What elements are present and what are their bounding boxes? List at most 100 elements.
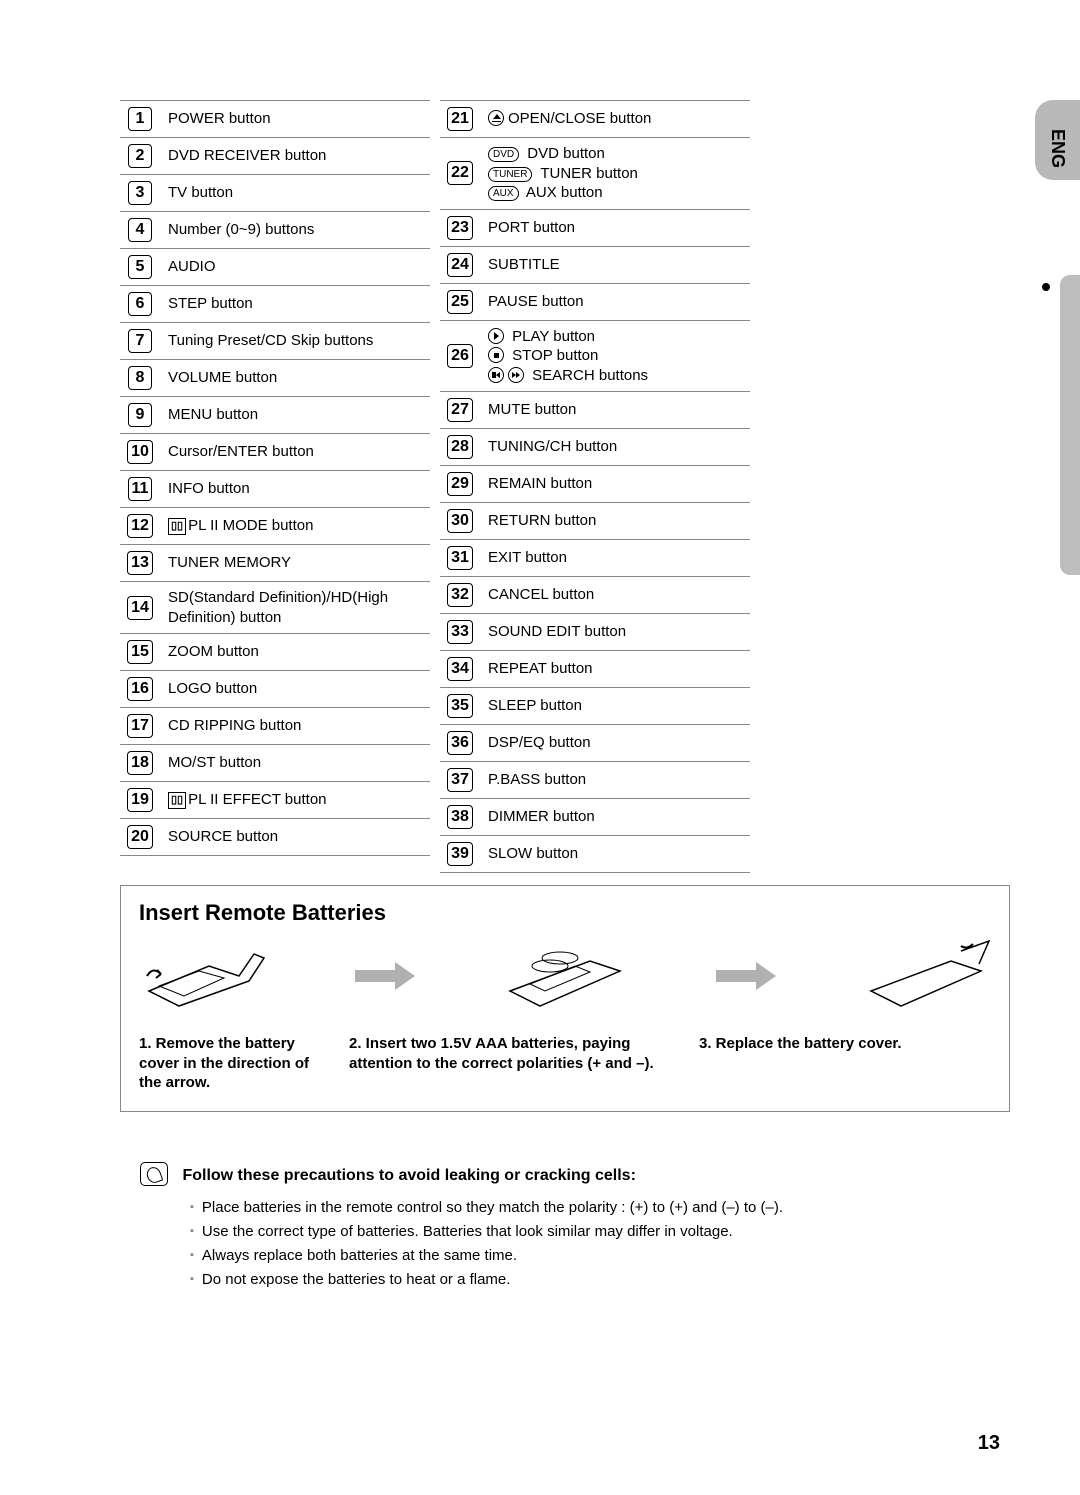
table-row: 26 PLAY button STOP button SEARCH button…: [440, 320, 750, 392]
row-desc: DSP/EQ button: [480, 725, 750, 762]
table-row: 5AUDIO: [120, 249, 430, 286]
precautions-section: Follow these precautions to avoid leakin…: [120, 1162, 1010, 1292]
bat-step-3: 3. Replace the battery cover.: [699, 1034, 991, 1093]
row-number: 32: [440, 577, 480, 614]
row-number: 7: [120, 323, 160, 360]
row-desc: CD RIPPING button: [160, 708, 430, 745]
row-number: 28: [440, 429, 480, 466]
row-number: 23: [440, 209, 480, 246]
remote-open-icon: [139, 936, 269, 1016]
row-desc: PLAY button STOP button SEARCH buttons: [480, 320, 750, 392]
table-row: 17CD RIPPING button: [120, 708, 430, 745]
row-desc: CANCEL button: [480, 577, 750, 614]
table-row: 18MO/ST button: [120, 745, 430, 782]
table-row: 1POWER button: [120, 101, 430, 138]
table-row: 8VOLUME button: [120, 360, 430, 397]
table-row: 31EXIT button: [440, 540, 750, 577]
row-number: 26: [440, 320, 480, 392]
row-number: 31: [440, 540, 480, 577]
table-row: 15ZOOM button: [120, 634, 430, 671]
row-number: 22: [440, 138, 480, 210]
row-desc: TUNER MEMORY: [160, 545, 430, 582]
row-desc: Number (0~9) buttons: [160, 212, 430, 249]
row-desc: DVD DVD buttonTUNER TUNER buttonAUX AUX …: [480, 138, 750, 210]
row-number: 35: [440, 688, 480, 725]
row-desc: LOGO button: [160, 671, 430, 708]
table-row: 28TUNING/CH button: [440, 429, 750, 466]
right-table: 21OPEN/CLOSE button22DVD DVD buttonTUNER…: [440, 100, 750, 873]
button-reference-columns: 1POWER button2DVD RECEIVER button3TV but…: [120, 100, 1010, 873]
language-tab: ENG: [1035, 100, 1080, 180]
row-desc: SD(Standard Definition)/HD(High Definiti…: [160, 582, 430, 634]
row-desc: DIMMER button: [480, 799, 750, 836]
arrow-icon: [350, 956, 420, 996]
table-row: 24SUBTITLE: [440, 246, 750, 283]
table-row: 33SOUND EDIT button: [440, 614, 750, 651]
arrow-icon: [711, 956, 781, 996]
note-item: Do not expose the batteries to heat or a…: [190, 1268, 1010, 1292]
row-desc: REMAIN button: [480, 466, 750, 503]
row-number: 11: [120, 471, 160, 508]
table-row: 32CANCEL button: [440, 577, 750, 614]
bat-step-2: 2. Insert two 1.5V AAA batteries, paying…: [349, 1034, 679, 1093]
row-number: 21: [440, 101, 480, 138]
row-number: 2: [120, 138, 160, 175]
section-tab: REMOTE CONTROL: [1035, 275, 1080, 575]
table-row: 13TUNER MEMORY: [120, 545, 430, 582]
row-desc: INFO button: [160, 471, 430, 508]
battery-section: Insert Remote Batteries 1. Remove the ba…: [120, 885, 1010, 1112]
row-number: 39: [440, 836, 480, 873]
battery-steps: 1. Remove the battery cover in the direc…: [139, 1034, 991, 1093]
row-desc: SLEEP button: [480, 688, 750, 725]
row-desc: AUDIO: [160, 249, 430, 286]
remote-close-icon: [861, 936, 991, 1016]
row-number: 34: [440, 651, 480, 688]
row-number: 27: [440, 392, 480, 429]
note-icon: [140, 1162, 168, 1186]
row-number: 4: [120, 212, 160, 249]
row-number: 25: [440, 283, 480, 320]
row-desc: DVD RECEIVER button: [160, 138, 430, 175]
note-item: Use the correct type of batteries. Batte…: [190, 1220, 1010, 1244]
table-row: 34REPEAT button: [440, 651, 750, 688]
table-row: 14SD(Standard Definition)/HD(High Defini…: [120, 582, 430, 634]
row-desc: REPEAT button: [480, 651, 750, 688]
table-row: 27MUTE button: [440, 392, 750, 429]
row-number: 3: [120, 175, 160, 212]
remote-batteries-icon: [500, 936, 630, 1016]
row-desc: TV button: [160, 175, 430, 212]
table-row: 3TV button: [120, 175, 430, 212]
table-row: 30RETURN button: [440, 503, 750, 540]
note-title: Follow these precautions to avoid leakin…: [182, 1167, 635, 1184]
row-desc: OPEN/CLOSE button: [480, 101, 750, 138]
table-row: 36DSP/EQ button: [440, 725, 750, 762]
row-number: 18: [120, 745, 160, 782]
row-number: 1: [120, 101, 160, 138]
row-desc: P.BASS button: [480, 762, 750, 799]
table-row: 39SLOW button: [440, 836, 750, 873]
table-row: 29REMAIN button: [440, 466, 750, 503]
row-number: 8: [120, 360, 160, 397]
table-row: 4Number (0~9) buttons: [120, 212, 430, 249]
table-row: 38DIMMER button: [440, 799, 750, 836]
row-number: 20: [120, 819, 160, 856]
note-item: Place batteries in the remote control so…: [190, 1196, 1010, 1220]
row-number: 29: [440, 466, 480, 503]
table-row: 12▯▯PL II MODE button: [120, 508, 430, 545]
row-number: 24: [440, 246, 480, 283]
table-row: 20SOURCE button: [120, 819, 430, 856]
battery-title: Insert Remote Batteries: [139, 900, 991, 926]
table-row: 22DVD DVD buttonTUNER TUNER buttonAUX AU…: [440, 138, 750, 210]
row-desc: PORT button: [480, 209, 750, 246]
row-desc: TUNING/CH button: [480, 429, 750, 466]
table-row: 2DVD RECEIVER button: [120, 138, 430, 175]
table-row: 7Tuning Preset/CD Skip buttons: [120, 323, 430, 360]
table-row: 37P.BASS button: [440, 762, 750, 799]
row-desc: POWER button: [160, 101, 430, 138]
table-row: 9MENU button: [120, 397, 430, 434]
row-number: 38: [440, 799, 480, 836]
bat-step-1: 1. Remove the battery cover in the direc…: [139, 1034, 329, 1093]
row-number: 16: [120, 671, 160, 708]
row-desc: ▯▯PL II EFFECT button: [160, 782, 430, 819]
table-row: 21OPEN/CLOSE button: [440, 101, 750, 138]
